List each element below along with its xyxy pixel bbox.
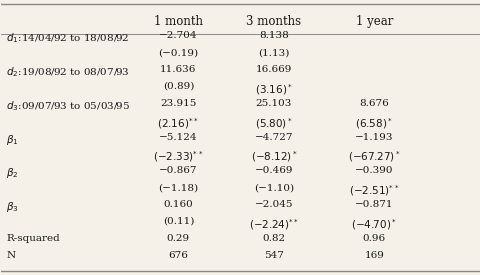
Text: −0.469: −0.469 (254, 166, 293, 175)
Text: 0.29: 0.29 (167, 234, 190, 243)
Text: $d_2$:19/08/92 to 08/07/93: $d_2$:19/08/92 to 08/07/93 (6, 65, 130, 79)
Text: −5.124: −5.124 (159, 133, 197, 142)
Text: $\beta_2$: $\beta_2$ (6, 166, 19, 180)
Text: 547: 547 (264, 251, 283, 260)
Text: 16.669: 16.669 (255, 65, 291, 74)
Text: $(−2.24)^{**}$: $(−2.24)^{**}$ (249, 217, 298, 232)
Text: $\beta_3$: $\beta_3$ (6, 200, 19, 214)
Text: $(−67.27)^*$: $(−67.27)^*$ (348, 150, 400, 164)
Text: 0.160: 0.160 (163, 200, 193, 209)
Text: −2.704: −2.704 (159, 31, 197, 40)
Text: $d_1$:14/04/92 to 18/08/92: $d_1$:14/04/92 to 18/08/92 (6, 31, 129, 45)
Text: $\beta_1$: $\beta_1$ (6, 133, 19, 147)
Text: −2.045: −2.045 (254, 200, 293, 209)
Text: (1.13): (1.13) (258, 48, 289, 57)
Text: 23.915: 23.915 (160, 99, 196, 108)
Text: $(5.80)^*$: $(5.80)^*$ (254, 116, 292, 131)
Text: −0.867: −0.867 (159, 166, 197, 175)
Text: $(−2.33)^{**}$: $(−2.33)^{**}$ (153, 150, 203, 164)
Text: 8.138: 8.138 (259, 31, 288, 40)
Text: 3 months: 3 months (246, 15, 301, 28)
Text: (−1.10): (−1.10) (253, 183, 293, 192)
Text: R-squared: R-squared (6, 234, 60, 243)
Text: −4.727: −4.727 (254, 133, 293, 142)
Text: 8.676: 8.676 (359, 99, 388, 108)
Text: $(−4.70)^*$: $(−4.70)^*$ (351, 217, 396, 232)
Text: 0.96: 0.96 (362, 234, 385, 243)
Text: 1 year: 1 year (355, 15, 392, 28)
Text: (0.89): (0.89) (162, 82, 193, 91)
Text: $(6.58)^*$: $(6.58)^*$ (355, 116, 393, 131)
Text: $(3.16)^*$: $(3.16)^*$ (254, 82, 292, 97)
Text: (−1.18): (−1.18) (158, 183, 198, 192)
Text: 169: 169 (364, 251, 384, 260)
Text: 11.636: 11.636 (160, 65, 196, 74)
Text: 0.82: 0.82 (262, 234, 285, 243)
Text: −0.871: −0.871 (354, 200, 393, 209)
Text: 1 month: 1 month (154, 15, 203, 28)
Text: $d_3$:09/07/93 to 05/03/95: $d_3$:09/07/93 to 05/03/95 (6, 99, 130, 113)
Text: $(2.16)^{**}$: $(2.16)^{**}$ (157, 116, 199, 131)
Text: −0.390: −0.390 (354, 166, 393, 175)
Text: N: N (6, 251, 15, 260)
Text: 25.103: 25.103 (255, 99, 291, 108)
Text: $(−8.12)^*$: $(−8.12)^*$ (250, 150, 297, 164)
Text: 676: 676 (168, 251, 188, 260)
Text: −1.193: −1.193 (354, 133, 393, 142)
Text: (0.11): (0.11) (162, 217, 193, 226)
Text: $(−2.51)^{**}$: $(−2.51)^{**}$ (348, 183, 399, 198)
Text: (−0.19): (−0.19) (158, 48, 198, 57)
